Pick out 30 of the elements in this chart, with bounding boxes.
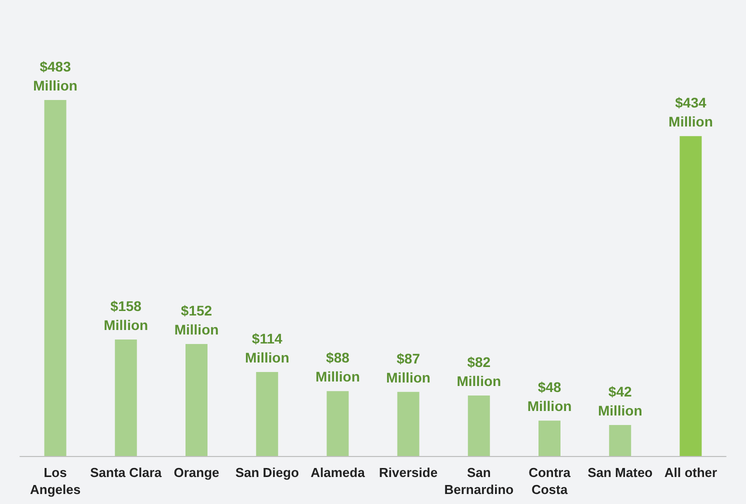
data-label: $48 Million <box>527 379 572 414</box>
x-tick-label: All other <box>664 465 718 480</box>
x-tick-label: Los Angeles <box>30 465 81 497</box>
data-label: $87 Million <box>386 350 430 386</box>
data-label: $82 Million <box>456 354 502 390</box>
data-label: $158 Million <box>104 298 148 334</box>
x-tick-label: Contra Costa <box>528 465 572 497</box>
x-tick-label: Santa Clara <box>90 465 162 480</box>
bar <box>468 396 490 456</box>
bar <box>397 392 420 456</box>
data-label: $88 Million <box>316 350 360 385</box>
bar <box>114 340 137 456</box>
x-tick-label: Alameda <box>310 465 366 480</box>
bar <box>326 391 349 456</box>
bar <box>538 420 560 456</box>
bar <box>44 100 66 456</box>
data-label: $42 Million <box>598 384 642 419</box>
data-label: $152 Million <box>174 302 219 338</box>
bar <box>680 136 702 456</box>
x-tick-label: San Diego <box>235 465 299 480</box>
data-label: $434 Million <box>668 94 713 130</box>
bar <box>186 344 208 456</box>
x-tick-label: Riverside <box>379 465 438 480</box>
bar <box>256 372 278 456</box>
bar <box>609 425 632 456</box>
data-label: $483 Million <box>33 58 78 94</box>
x-tick-label: San Bernardino <box>444 465 514 497</box>
x-tick-label: Orange <box>174 465 220 480</box>
x-tick-label: San Mateo <box>588 465 653 480</box>
data-label: $114 Million <box>244 330 290 366</box>
